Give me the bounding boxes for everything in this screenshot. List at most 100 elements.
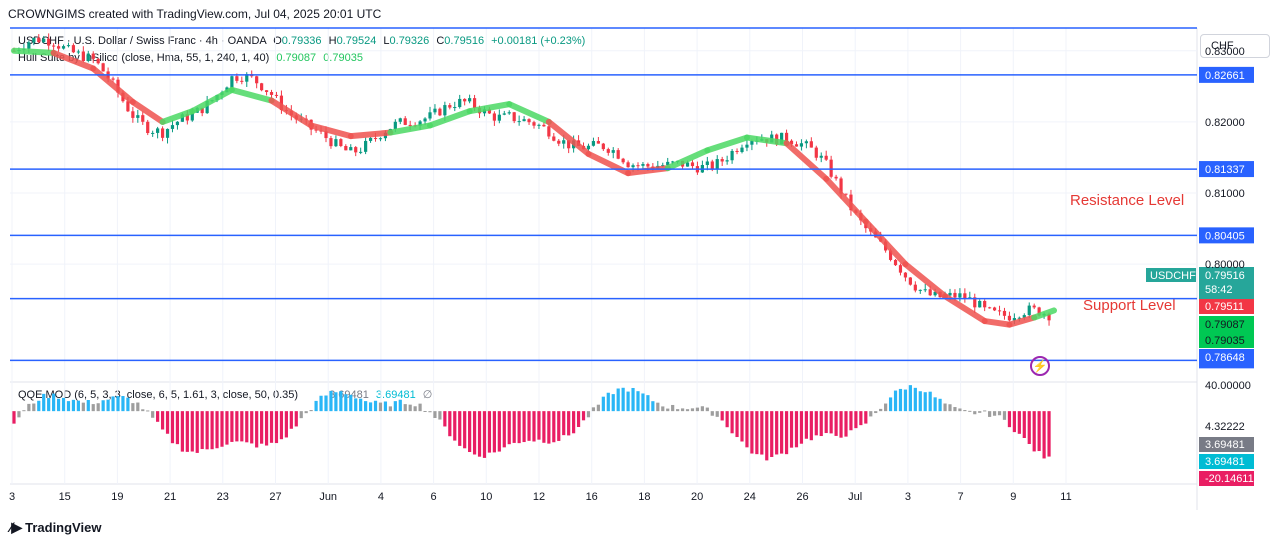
candle-body: [210, 100, 214, 102]
lightning-icon[interactable]: ⚡: [1030, 356, 1050, 376]
candle-body: [839, 178, 843, 194]
countdown-label: 58:42: [1205, 284, 1233, 296]
hull-segment: [189, 86, 235, 115]
candle-body: [269, 92, 274, 95]
qqe-bar: [839, 411, 843, 438]
currency-button[interactable]: CHF: [1200, 34, 1270, 58]
qqe-bar: [958, 408, 962, 412]
candle-body: [953, 292, 957, 298]
candle-body: [725, 160, 729, 162]
candle-body: [1002, 310, 1007, 316]
qqe-bar: [938, 398, 942, 412]
candle-body: [146, 121, 150, 134]
candle-body: [854, 210, 858, 213]
candle-body: [527, 119, 531, 123]
candle-body: [973, 297, 977, 308]
candle-body: [448, 105, 452, 108]
qqe-bar: [641, 393, 645, 412]
candle-body: [775, 134, 779, 145]
candle-body: [715, 159, 719, 169]
qqe-bar: [898, 388, 903, 412]
qqe-bar: [225, 411, 229, 445]
hull-segment: [545, 118, 592, 157]
candle-body: [596, 141, 600, 144]
candle-body: [1042, 313, 1046, 316]
candle-body: [537, 124, 541, 126]
candle-body: [903, 272, 908, 278]
qqe-bar: [195, 411, 199, 453]
qqe-bar: [101, 400, 105, 412]
hull-segment: [823, 175, 869, 225]
candle-body: [1007, 315, 1012, 321]
candle-body: [284, 110, 288, 112]
candle-body: [948, 292, 952, 296]
hull-segment: [268, 97, 315, 129]
candle-body: [408, 124, 412, 126]
level-label: 0.78648: [1205, 355, 1245, 367]
time-tick-label: 23: [217, 491, 229, 503]
time-tick-label: 18: [638, 491, 650, 503]
hull-legend[interactable]: Hull Suite by InSilico (close, Hma, 55, …: [18, 52, 363, 64]
candle-body: [581, 145, 586, 150]
qqe-bar: [373, 400, 378, 412]
candle-body: [666, 161, 670, 166]
qqe-bar: [1002, 411, 1007, 420]
symbol-legend[interactable]: USDCHF · U.S. Dollar / Swiss Franc · 4h …: [18, 35, 585, 47]
time-tick-label: 15: [59, 491, 71, 503]
qqe-bar: [448, 411, 452, 437]
qqe-bar: [66, 401, 71, 412]
qqe-bar: [928, 391, 932, 412]
candle-body: [572, 140, 576, 149]
candle-body: [240, 80, 244, 82]
candle-body: [378, 138, 383, 140]
qqe-bar: [250, 411, 254, 444]
candle-body: [799, 143, 804, 147]
candle-body: [928, 289, 932, 296]
candle-body: [428, 112, 432, 119]
candle-body: [329, 138, 333, 147]
qqe-bar: [210, 411, 214, 450]
qqe-bar: [601, 396, 605, 412]
candle-body: [740, 147, 744, 153]
candle-body: [235, 76, 239, 81]
qqe-bar: [537, 411, 541, 440]
hull-price-label: 0.79035: [1205, 335, 1245, 347]
candle-body: [611, 150, 615, 153]
candle-body: [339, 139, 343, 146]
candle-body: [983, 300, 987, 308]
qqe-bar: [794, 411, 799, 448]
time-tick-label: 4: [378, 491, 384, 503]
tradingview-footer[interactable]: ⁄▶ TradingView: [10, 519, 101, 536]
candle-body: [324, 131, 328, 139]
candle-body: [864, 220, 868, 229]
price-tick-label: 0.82000: [1205, 117, 1245, 129]
qqe-value-box: [1199, 471, 1254, 486]
candle-body: [220, 92, 224, 95]
candle-body: [314, 129, 318, 131]
qqe-bar: [789, 411, 794, 448]
qqe-bar: [616, 388, 620, 412]
candle-body: [359, 151, 363, 153]
level-label-box: [1199, 66, 1254, 83]
candle-body: [676, 160, 680, 162]
candle-body: [784, 132, 789, 141]
candle-body: [418, 121, 422, 126]
candle-body: [388, 128, 392, 133]
candle-body: [458, 98, 462, 108]
qqe-bar: [502, 411, 506, 448]
candle-body: [512, 112, 516, 122]
candle-body: [279, 95, 284, 111]
candle-body: [700, 165, 704, 173]
candle-body: [879, 237, 883, 242]
qqe-legend[interactable]: QQE MOD (6, 5, 3, 3, close, 6, 5, 1.61, …: [18, 388, 432, 401]
symbol-title: USDCHF · U.S. Dollar / Swiss Franc · 4h …: [18, 35, 267, 47]
candle-body: [958, 293, 962, 298]
candle-body: [403, 118, 407, 125]
qqe-bar: [497, 411, 501, 452]
candle-body: [383, 132, 388, 139]
candle-body: [918, 289, 922, 291]
qqe-bar: [383, 401, 388, 412]
qqe-bar: [968, 410, 972, 412]
qqe-bar: [299, 411, 303, 419]
